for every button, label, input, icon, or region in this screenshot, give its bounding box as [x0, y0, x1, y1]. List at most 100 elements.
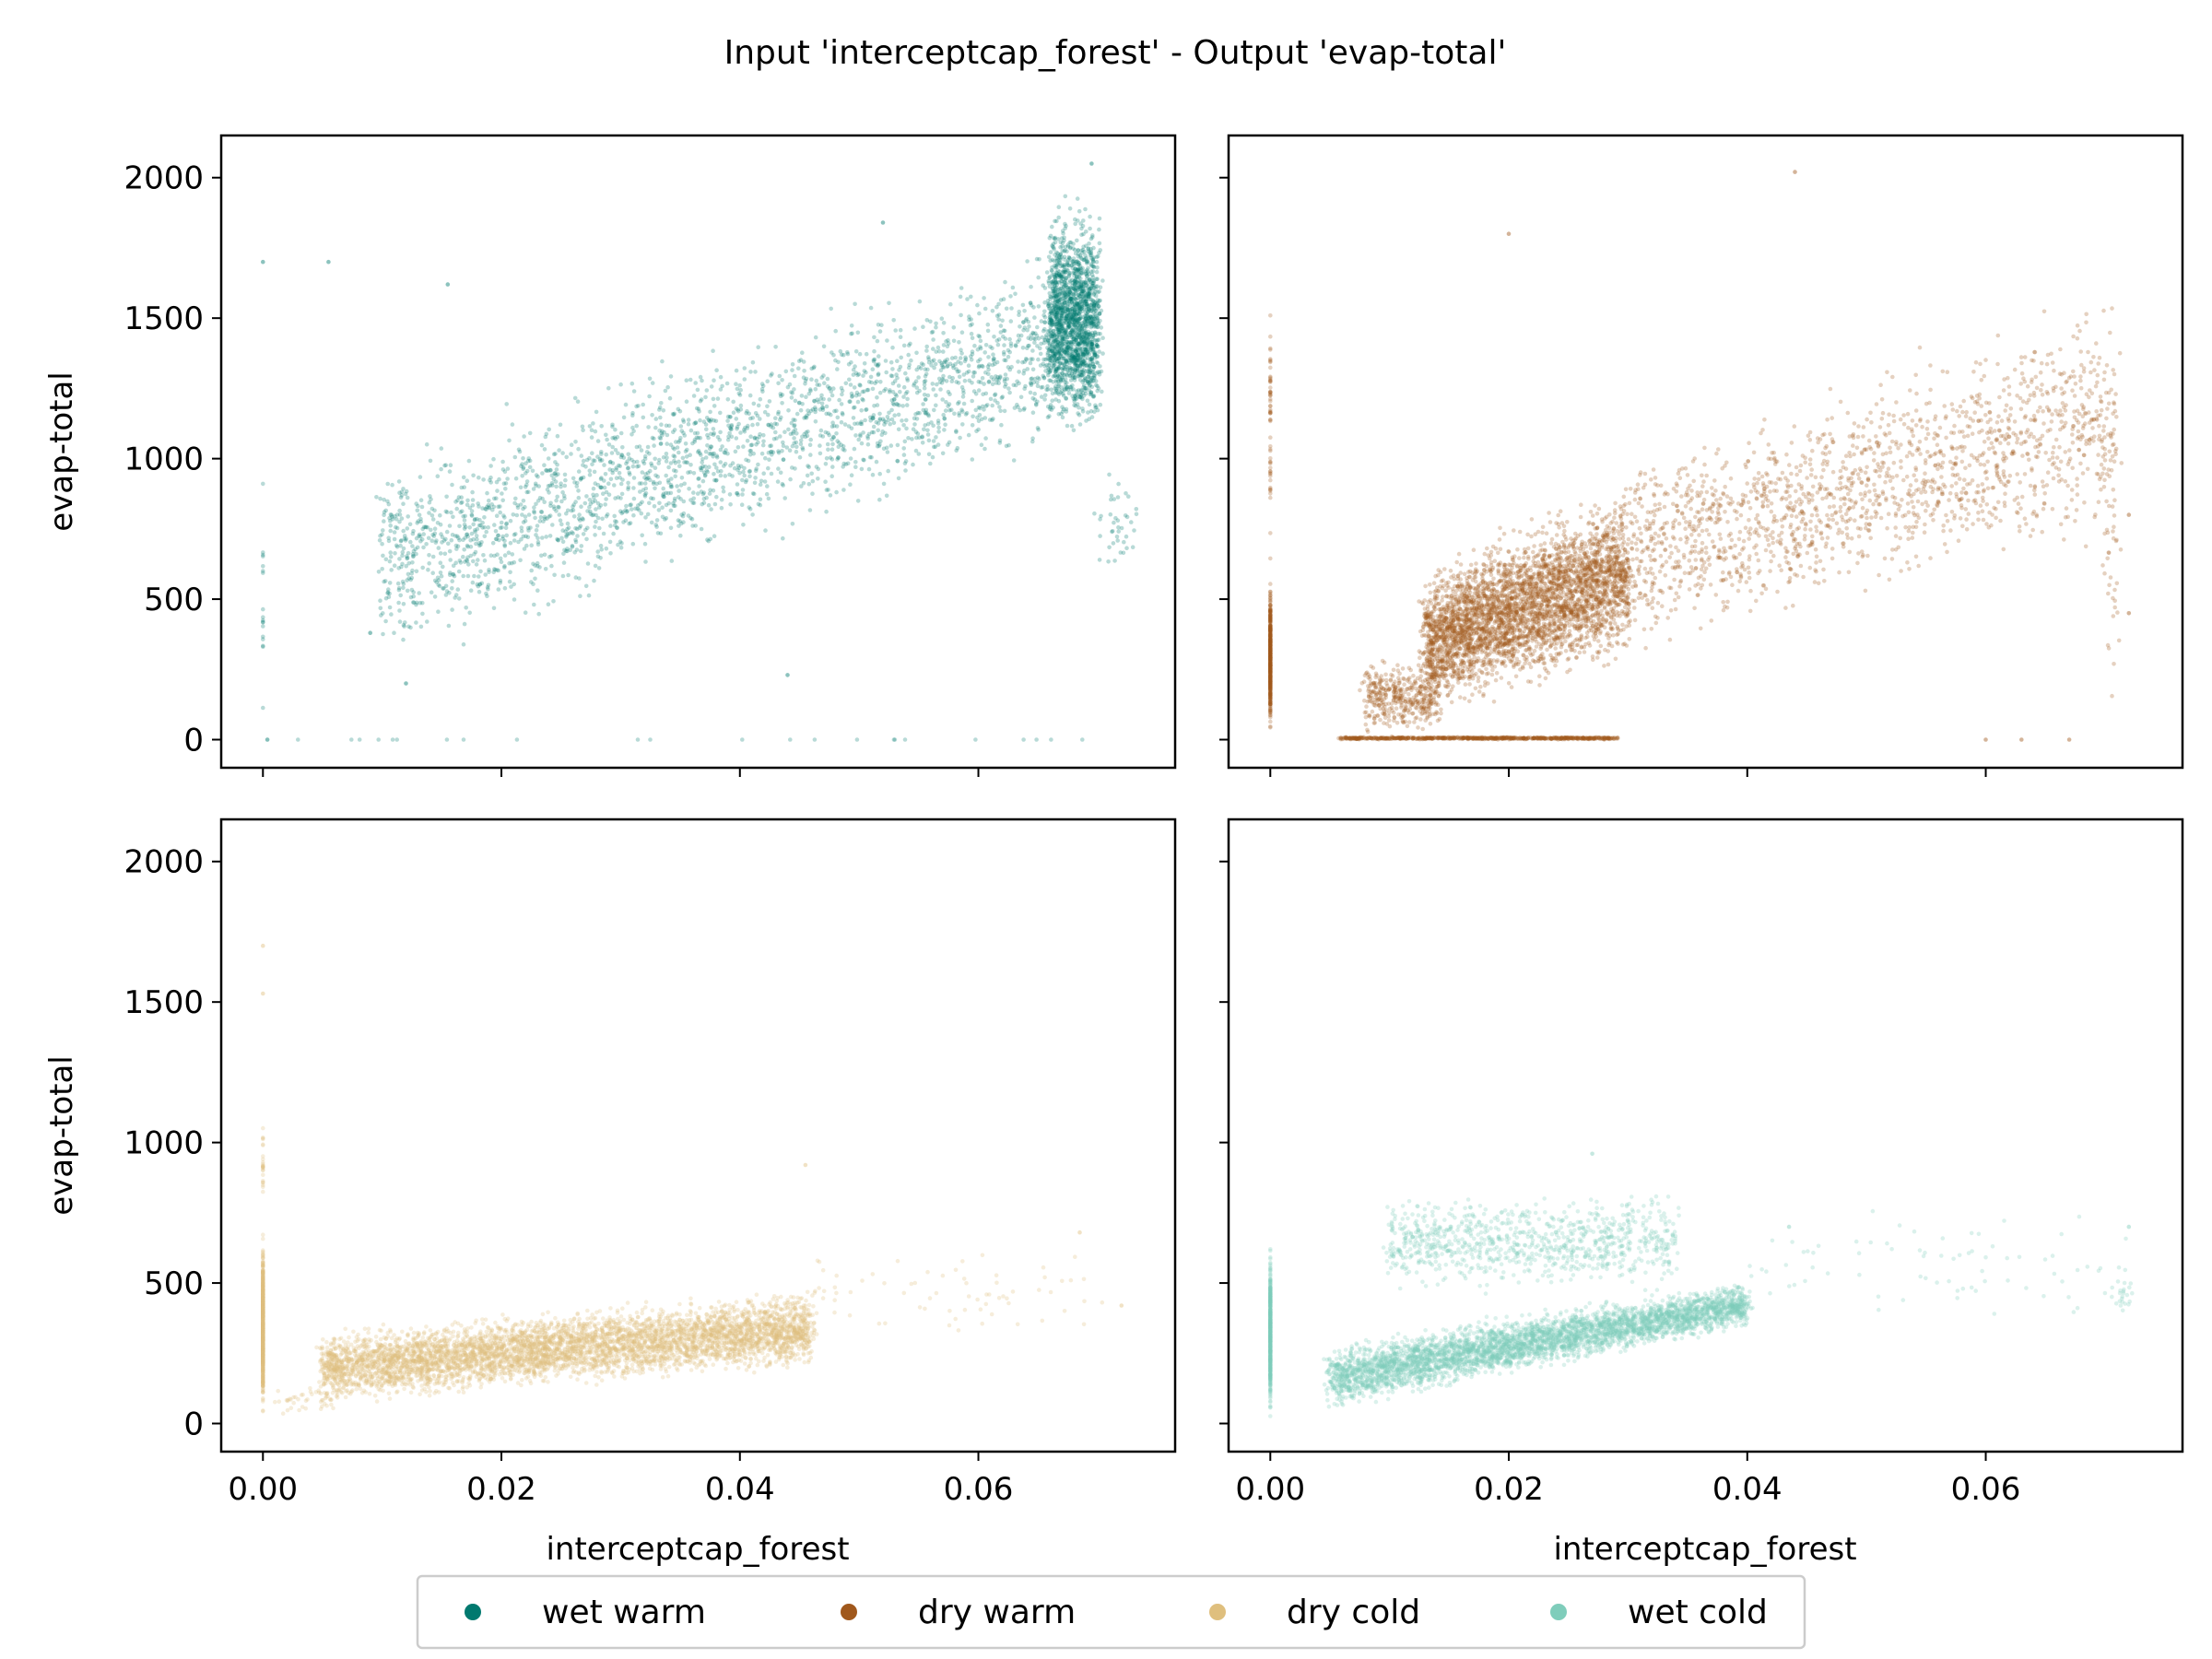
- scatter-point: [747, 474, 752, 478]
- scatter-point: [821, 373, 826, 378]
- scatter-point: [818, 452, 823, 456]
- scatter-point: [952, 412, 957, 417]
- scatter-point: [387, 502, 392, 507]
- scatter-point: [439, 532, 443, 536]
- scatter-point: [554, 479, 559, 484]
- scatter-point: [535, 524, 540, 528]
- scatter-point: [473, 518, 477, 523]
- scatter-point: [665, 385, 670, 390]
- scatter-point: [613, 519, 618, 524]
- scatter-point: [1077, 296, 1081, 300]
- scatter-point: [1086, 382, 1090, 386]
- scatter-point: [1091, 260, 1096, 265]
- scatter-point: [653, 426, 658, 430]
- scatter-point: [641, 416, 646, 420]
- scatter-point: [525, 479, 530, 484]
- scatter-point: [1002, 328, 1006, 333]
- scatter-point: [397, 608, 402, 613]
- scatter-point: [902, 344, 907, 348]
- scatter-point: [963, 379, 968, 383]
- scatter-point: [439, 560, 443, 565]
- scatter-point: [543, 517, 547, 522]
- scatter-point: [778, 374, 782, 379]
- scatter-point: [1060, 279, 1065, 284]
- scatter-point: [425, 619, 429, 624]
- scatter-point: [942, 365, 947, 370]
- scatter-point: [741, 444, 746, 449]
- scatter-point: [471, 537, 476, 542]
- scatter-point: [808, 442, 813, 447]
- scatter-point: [512, 512, 516, 517]
- scatter-point: [651, 381, 655, 385]
- scatter-point: [1039, 385, 1043, 390]
- scatter-point: [1089, 391, 1094, 395]
- scatter-point: [502, 515, 507, 520]
- scatter-point: [821, 397, 826, 402]
- scatter-point: [520, 529, 524, 534]
- scatter-point: [1056, 374, 1061, 379]
- scatter-point: [1050, 398, 1054, 403]
- scatter-point: [829, 413, 833, 418]
- scatter-point: [876, 363, 880, 368]
- scatter-point: [450, 586, 454, 591]
- scatter-point: [1065, 334, 1069, 338]
- scatter-point: [1057, 393, 1062, 397]
- scatter-point: [924, 348, 929, 353]
- scatter-point: [732, 410, 736, 415]
- scatter-point: [748, 434, 753, 439]
- scatter-point: [868, 455, 873, 460]
- scatter-point: [1079, 256, 1084, 261]
- scatter-point: [696, 388, 700, 393]
- scatter-point: [1012, 458, 1017, 463]
- scatter-point: [729, 427, 734, 431]
- scatter-point: [1009, 319, 1014, 324]
- scatter-point: [652, 481, 656, 486]
- scatter-point: [671, 430, 676, 435]
- scatter-point: [941, 378, 946, 382]
- scatter-point: [624, 504, 629, 509]
- scatter-point: [859, 408, 864, 413]
- scatter-point: [557, 448, 561, 453]
- scatter-point: [807, 482, 812, 487]
- scatter-point: [1060, 289, 1065, 294]
- scatter-point: [1080, 284, 1085, 288]
- scatter-point: [581, 463, 585, 467]
- scatter-point: [1049, 403, 1053, 407]
- scatter-point: [897, 477, 901, 481]
- scatter-point: [1019, 334, 1024, 338]
- scatter-point: [956, 402, 960, 406]
- scatter-point: [866, 388, 871, 393]
- scatter-point: [700, 527, 704, 532]
- scatter-point: [712, 404, 717, 408]
- scatter-point: [1085, 364, 1089, 369]
- scatter-point: [872, 335, 877, 340]
- scatter-point: [1089, 298, 1094, 302]
- scatter-point: [584, 584, 589, 589]
- scatter-point: [705, 388, 710, 393]
- scatter-point: [860, 397, 865, 402]
- scatter-point: [857, 393, 862, 397]
- scatter-point: [1011, 286, 1016, 290]
- scatter-point: [509, 519, 513, 524]
- scatter-point: [820, 402, 825, 406]
- scatter-point: [482, 515, 487, 520]
- scatter-point: [500, 491, 504, 496]
- scatter-point: [714, 368, 719, 372]
- scatter-point: [547, 490, 551, 495]
- scatter-point: [559, 485, 563, 489]
- scatter-point: [899, 356, 903, 360]
- scatter-point: [436, 576, 441, 581]
- scatter-point: [543, 553, 547, 558]
- scatter-point: [1063, 226, 1067, 230]
- scatter-point: [453, 560, 458, 565]
- scatter-point: [862, 458, 866, 463]
- scatter-point: [622, 416, 627, 420]
- scatter-point: [561, 574, 566, 579]
- scatter-point: [991, 352, 995, 357]
- scatter-point: [906, 353, 911, 358]
- scatter-point: [1018, 337, 1022, 342]
- scatter-point: [719, 375, 724, 380]
- scatter-point: [818, 443, 822, 448]
- scatter-point: [941, 349, 946, 354]
- scatter-point: [959, 407, 964, 412]
